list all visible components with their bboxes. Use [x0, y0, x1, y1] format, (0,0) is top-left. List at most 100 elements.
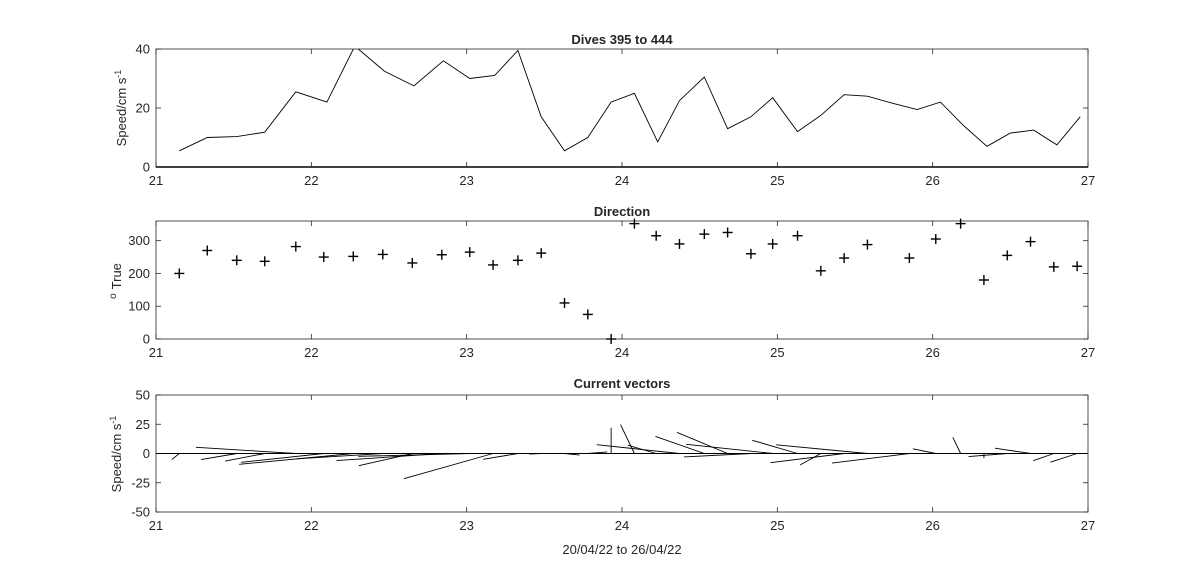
x-tick-label: 26 [925, 173, 939, 188]
direction-point [437, 250, 447, 260]
vector-panel: Current vectors Speed/cm s-1 20/04/22 to… [108, 376, 1095, 557]
direction-point [629, 219, 639, 229]
direction-point [839, 253, 849, 263]
axes-box [156, 49, 1088, 167]
direction-point [723, 227, 733, 237]
y-tick-label: 20 [136, 101, 150, 116]
x-tick-label: 22 [304, 345, 318, 360]
figure-xlabel: 20/04/22 to 26/04/22 [562, 542, 681, 557]
direction-point [202, 246, 212, 256]
vector-panel-ylabel: Speed/cm s-1 [108, 416, 124, 493]
direction-point [291, 242, 301, 252]
direction-point [319, 252, 329, 262]
speed-panel-ylabel-superscript: -1 [113, 70, 123, 78]
vector-panel-ylabel-text: Speed/cm s [109, 423, 124, 492]
current-vector [752, 440, 797, 453]
direction-point [768, 239, 778, 249]
y-tick-label: 200 [128, 266, 150, 281]
x-tick-label: 21 [149, 173, 163, 188]
x-tick-label: 21 [149, 345, 163, 360]
x-tick-label: 24 [615, 518, 629, 533]
direction-point [513, 255, 523, 265]
direction-panel-title: Direction [594, 204, 650, 219]
x-tick-label: 26 [925, 345, 939, 360]
current-vector [404, 454, 493, 479]
current-vector [832, 454, 909, 464]
x-tick-label: 23 [459, 173, 473, 188]
vector-panel-ylabel-superscript: -1 [108, 416, 118, 424]
speed-panel-ylabel-text: Speed/cm s [114, 77, 129, 146]
speed-panel-ylabel: Speed/cm s-1 [113, 70, 129, 147]
direction-point [931, 234, 941, 244]
current-vector [953, 437, 961, 453]
direction-panel-ylabel-text: True [109, 263, 124, 289]
speed-panel: Dives 395 to 444 Speed/cm s-1 21 22 23 24 25… [113, 32, 1095, 188]
direction-point [651, 231, 661, 241]
y-tick-label: 300 [128, 233, 150, 248]
current-vector [684, 454, 751, 457]
x-tick-label: 22 [304, 173, 318, 188]
direction-point [560, 298, 570, 308]
direction-point [583, 309, 593, 319]
direction-point [606, 334, 616, 344]
x-tick-label: 23 [459, 518, 473, 533]
current-vector [1033, 454, 1054, 461]
y-tick-label: 0 [143, 160, 150, 175]
direction-point [1049, 262, 1059, 272]
x-tick-label: 27 [1081, 345, 1095, 360]
direction-point [1072, 261, 1082, 271]
direction-point [174, 268, 184, 278]
vector-panel-title: Current vectors [574, 376, 671, 391]
direction-point [488, 260, 498, 270]
current-vector [621, 425, 635, 454]
x-tick-label: 26 [925, 518, 939, 533]
x-tick-label: 25 [770, 518, 784, 533]
y-tick-label: 0 [143, 446, 150, 461]
x-tick-label: 27 [1081, 173, 1095, 188]
y-tick-label: 50 [136, 388, 150, 403]
direction-point [746, 249, 756, 259]
direction-point [674, 239, 684, 249]
x-tick-label: 25 [770, 345, 784, 360]
y-tick-label: 40 [136, 42, 150, 57]
current-vector [172, 454, 180, 460]
x-tick-label: 23 [459, 345, 473, 360]
direction-panel-ylabel: o True [108, 263, 125, 299]
y-tick-label: -25 [131, 475, 150, 490]
axes-box [156, 221, 1088, 339]
direction-point [699, 229, 709, 239]
current-vector [597, 445, 680, 454]
x-tick-label: 27 [1081, 518, 1095, 533]
direction-point [1026, 237, 1036, 247]
x-tick-label: 25 [770, 173, 784, 188]
direction-panel-ylabel-prefix: o [108, 293, 119, 299]
x-tick-label: 22 [304, 518, 318, 533]
direction-point [465, 247, 475, 257]
direction-point [1002, 250, 1012, 260]
current-vector [196, 447, 296, 453]
current-vector [913, 449, 936, 454]
direction-point [816, 266, 826, 276]
y-tick-label: 0 [143, 332, 150, 347]
direction-point [956, 219, 966, 229]
direction-point [536, 248, 546, 258]
x-tick-label: 24 [615, 173, 629, 188]
current-vector [655, 436, 704, 453]
current-vector [677, 432, 727, 453]
current-vector [800, 454, 821, 465]
direction-point [378, 249, 388, 259]
x-tick-label: 24 [615, 345, 629, 360]
direction-point [232, 255, 242, 265]
direction-point [862, 240, 872, 250]
direction-point [260, 256, 270, 266]
direction-point [348, 251, 358, 261]
current-vector [201, 454, 237, 460]
speed-panel-title: Dives 395 to 444 [571, 32, 673, 47]
speed-series-line [179, 46, 1080, 151]
current-vector [995, 448, 1031, 453]
current-vector [1050, 454, 1077, 463]
direction-point [904, 253, 914, 263]
